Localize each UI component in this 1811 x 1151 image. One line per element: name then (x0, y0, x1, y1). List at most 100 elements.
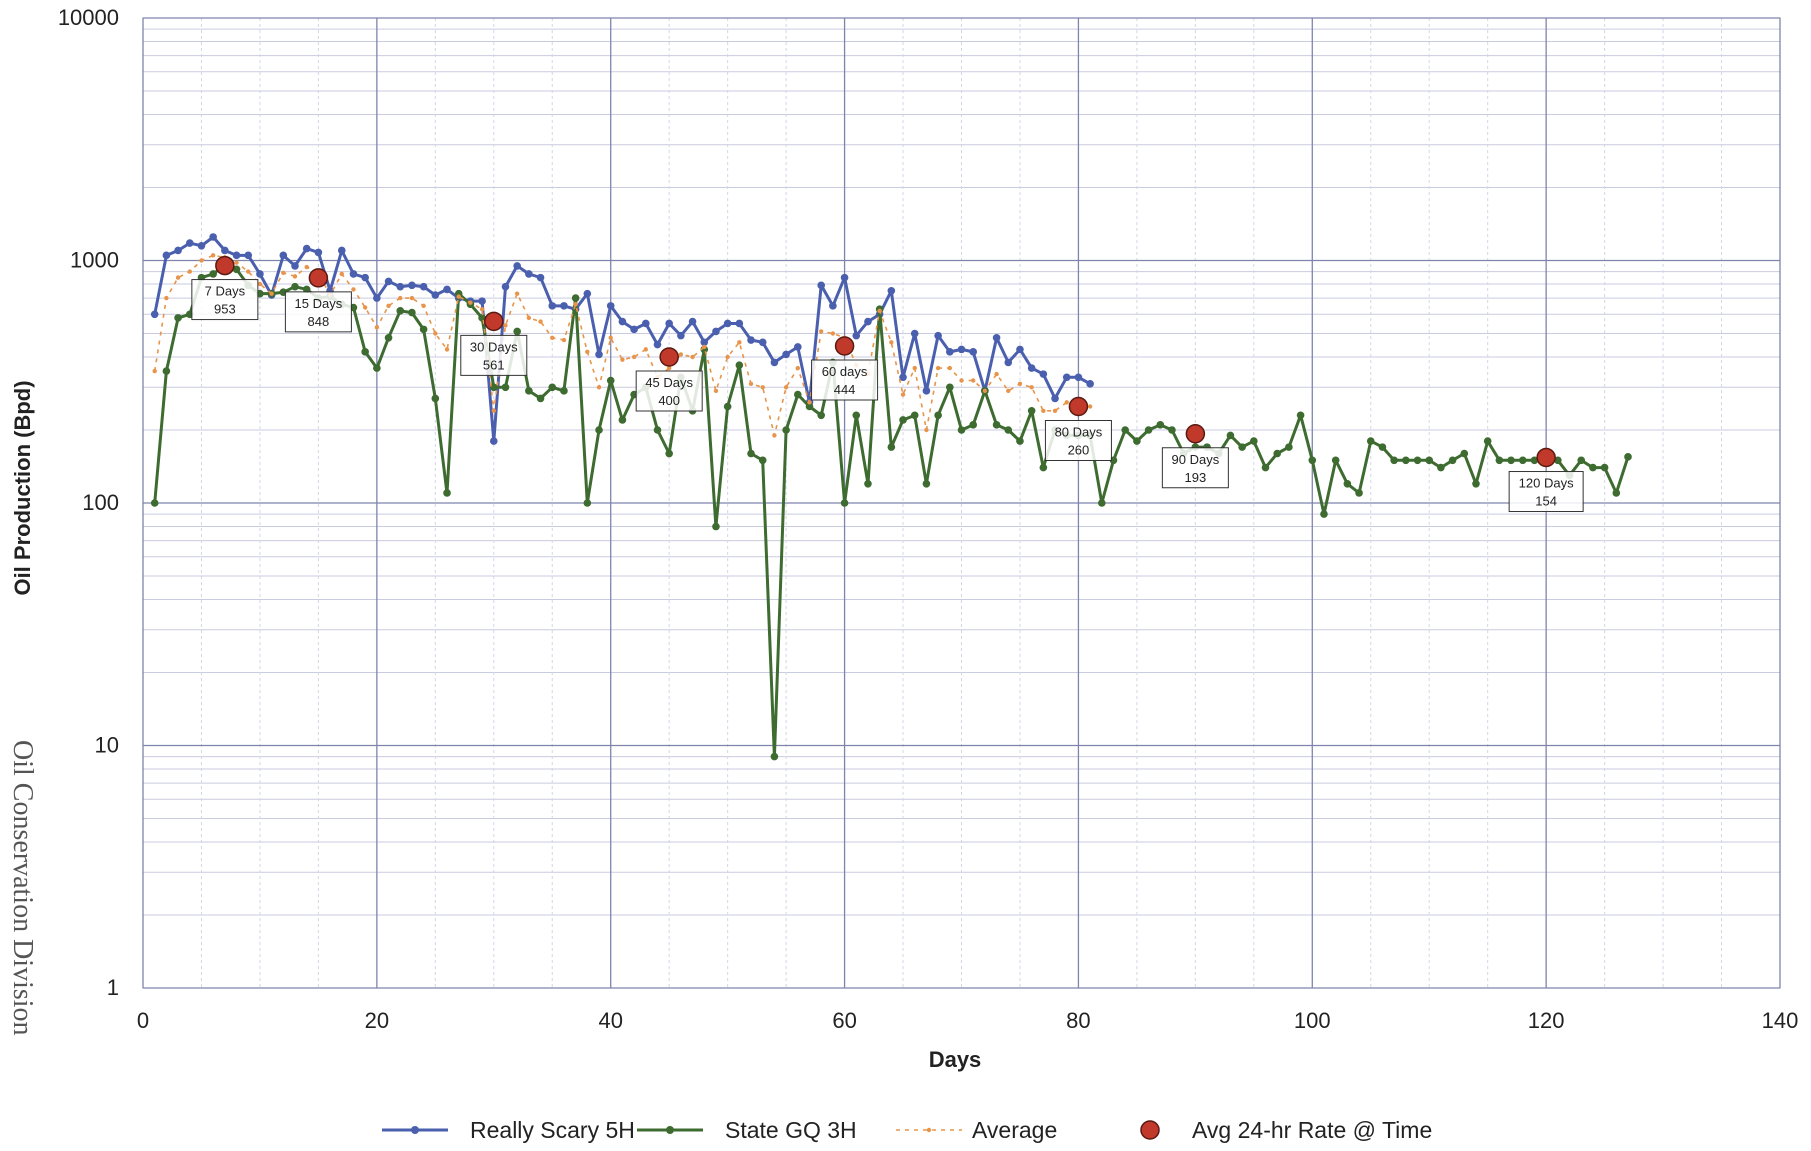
data-point (1144, 426, 1153, 434)
callout-label: 60 days (822, 364, 868, 379)
data-point (373, 364, 381, 372)
callout-value: 193 (1185, 470, 1207, 485)
data-point (959, 378, 964, 383)
data-point (174, 246, 182, 255)
data-point (1331, 456, 1340, 465)
data-point (1039, 370, 1048, 378)
data-point (1086, 380, 1094, 388)
data-point (595, 350, 603, 359)
y-tick-label: 10 (95, 733, 119, 758)
legend-label: Average (972, 1117, 1057, 1143)
data-point (596, 385, 602, 390)
data-point (653, 340, 662, 349)
data-point (384, 277, 393, 286)
data-point (1589, 463, 1597, 472)
data-point (292, 274, 298, 279)
data-point (1612, 489, 1621, 497)
data-point (421, 303, 426, 309)
data-point (1074, 373, 1083, 382)
x-tick-label: 80 (1066, 1008, 1090, 1033)
data-point (970, 378, 976, 383)
data-point (1041, 408, 1046, 413)
data-point (501, 282, 510, 291)
data-point (910, 329, 919, 338)
data-point (1006, 388, 1011, 394)
data-point (1624, 453, 1632, 461)
callout-box (1508, 471, 1584, 513)
data-point (748, 381, 754, 387)
series-state-gq-3h (150, 260, 1632, 761)
data-point (571, 294, 580, 302)
data-point (199, 258, 204, 263)
data-point (1168, 426, 1176, 434)
x-tick-label: 20 (365, 1008, 389, 1033)
avg-rate-callout: 80 Days 260 (1044, 396, 1112, 461)
data-point (257, 281, 263, 287)
data-point (536, 273, 545, 282)
data-point (595, 426, 603, 434)
callout-box (635, 370, 703, 412)
x-tick-label: 140 (1762, 1008, 1799, 1033)
data-point (1320, 510, 1328, 518)
avg-rate-marker (1068, 396, 1089, 417)
data-point (279, 251, 288, 260)
data-point (864, 479, 872, 488)
data-point (209, 270, 217, 278)
avg-rate-callout: 15 Days 848 (284, 268, 352, 333)
data-point (935, 365, 941, 371)
series-lines (150, 233, 1632, 761)
callout-label: 15 Days (295, 296, 343, 311)
data-point (291, 282, 299, 291)
data-point (1483, 437, 1492, 445)
data-point (291, 262, 299, 270)
data-point (712, 522, 720, 531)
data-point (772, 433, 777, 438)
legend: Really Scary 5H State GQ 3H Average Avg 24-… (382, 1117, 1432, 1143)
data-point (830, 331, 836, 336)
data-point (1390, 456, 1398, 465)
data-point (1052, 408, 1058, 413)
data-point (560, 302, 568, 310)
y-tick-label: 100 (82, 490, 119, 515)
callout-label: 90 Days (1172, 452, 1220, 467)
data-point (852, 331, 861, 340)
data-point (1402, 456, 1410, 465)
data-point (1016, 345, 1024, 354)
data-point (583, 499, 592, 507)
data-point (817, 281, 825, 290)
data-point (503, 323, 508, 328)
data-point (782, 426, 790, 434)
data-point (1425, 456, 1434, 465)
data-point (314, 248, 323, 257)
data-point (583, 289, 592, 298)
data-point (1437, 463, 1445, 472)
data-point (573, 302, 578, 307)
legend-item: State GQ 3H (637, 1117, 857, 1143)
data-point (747, 449, 755, 458)
data-point (899, 416, 907, 424)
data-point (992, 333, 1001, 342)
data-point (1472, 479, 1480, 488)
data-point (887, 443, 896, 451)
data-point (513, 327, 521, 336)
data-point (829, 302, 837, 310)
data-point (665, 449, 673, 458)
data-point (1366, 437, 1375, 445)
data-point (735, 361, 744, 370)
avg-rate-marker (834, 336, 855, 356)
data-point (431, 394, 440, 403)
data-point (957, 426, 966, 434)
data-point (396, 307, 405, 315)
data-point (770, 752, 779, 761)
avg-rate-marker (215, 255, 235, 276)
data-point (678, 352, 684, 357)
avg-rate-marker (1536, 447, 1556, 468)
callout-box (1161, 447, 1229, 489)
data-point (877, 308, 882, 314)
avg-rate-callout: 30 Days 561 (460, 311, 528, 376)
avg-rate-marker (484, 311, 504, 332)
data-point (934, 331, 942, 340)
x-tick-label: 40 (598, 1008, 622, 1033)
callout-box (1044, 419, 1112, 461)
series-really-scary-5h (150, 233, 1094, 445)
